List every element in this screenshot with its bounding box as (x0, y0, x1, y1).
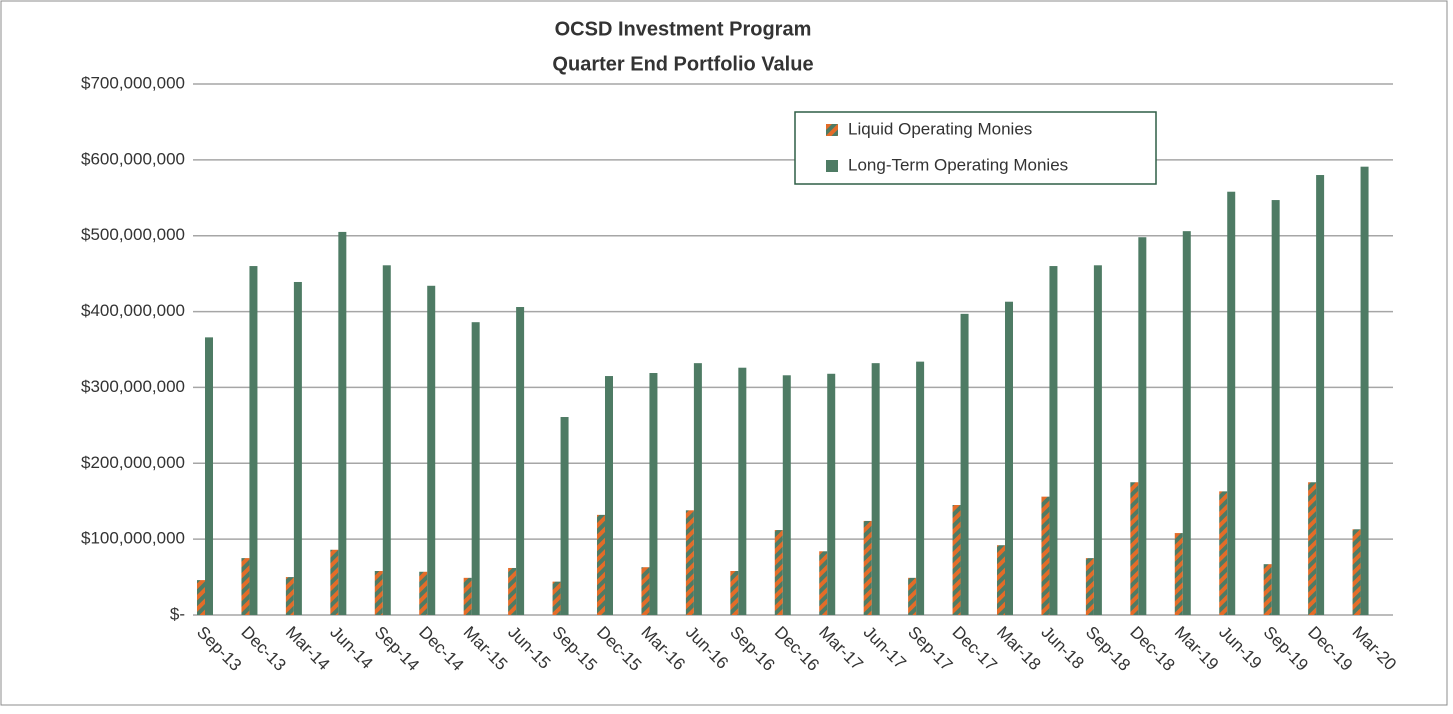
bar (641, 567, 650, 615)
bar (338, 231, 347, 615)
bar (863, 520, 872, 615)
bar (960, 313, 969, 615)
bar (693, 363, 702, 615)
bar (908, 577, 917, 615)
bar (738, 367, 747, 615)
bar (205, 337, 213, 615)
bar (1093, 265, 1102, 615)
y-tick-label: $300,000,000 (81, 377, 185, 396)
bar (1130, 482, 1139, 615)
bar (1352, 529, 1361, 615)
bar (508, 567, 517, 615)
bar (1308, 482, 1317, 615)
bar (1263, 564, 1272, 615)
bar (330, 549, 339, 615)
bar (1138, 237, 1147, 615)
bar (516, 307, 525, 615)
bar (293, 281, 302, 615)
bar (241, 558, 250, 615)
legend (794, 111, 1157, 185)
bar (1182, 231, 1191, 616)
bar (819, 551, 828, 615)
bar (1227, 191, 1236, 615)
bar (997, 545, 1005, 615)
legend-swatch (826, 160, 838, 172)
y-tick-label: $600,000,000 (81, 149, 185, 168)
bar (649, 373, 658, 615)
bar (605, 376, 613, 615)
legend-swatch (826, 124, 838, 136)
bar (952, 505, 961, 615)
bar (685, 510, 694, 615)
y-tick-label: $- (170, 604, 185, 623)
bar (782, 375, 791, 615)
bar (197, 580, 205, 615)
bar (1174, 533, 1183, 615)
bar (285, 577, 294, 615)
chart-subtitle: Quarter End Portfolio Value (552, 53, 813, 75)
bar (471, 322, 480, 615)
bar (463, 577, 472, 615)
bar (1049, 266, 1058, 615)
bar (374, 571, 383, 615)
y-tick-label: $500,000,000 (81, 225, 185, 244)
bar (1085, 558, 1094, 615)
bar (774, 530, 783, 615)
bar (1219, 491, 1228, 615)
bar (427, 285, 436, 615)
bar (419, 571, 428, 615)
bar (249, 266, 258, 615)
bar (560, 417, 569, 615)
bar (1041, 496, 1050, 615)
y-tick-label: $100,000,000 (81, 529, 185, 548)
bar (1271, 200, 1280, 615)
bar (1360, 166, 1369, 616)
chart-title: OCSD Investment Program (555, 18, 812, 40)
bar (597, 514, 605, 615)
bar (827, 373, 836, 615)
bar (730, 571, 739, 615)
y-tick-label: $200,000,000 (81, 453, 185, 472)
bar (871, 363, 880, 615)
y-tick-label: $700,000,000 (81, 73, 185, 92)
legend-label: Long-Term Operating Monies (848, 155, 1068, 174)
y-tick-label: $400,000,000 (81, 301, 185, 320)
legend-label: Liquid Operating Monies (848, 119, 1032, 138)
bar (1316, 175, 1325, 615)
bar (382, 265, 391, 615)
bar (552, 581, 561, 615)
bar (1005, 301, 1013, 615)
bar (916, 361, 925, 615)
